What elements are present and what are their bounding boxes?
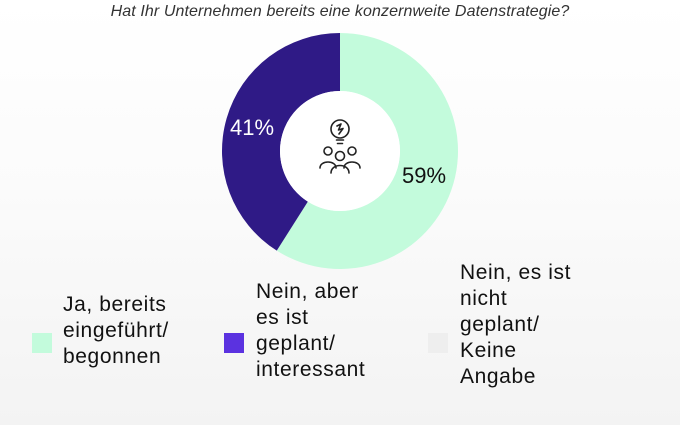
legend-line: Nein, es ist: [460, 261, 572, 284]
team-lightbulb-icon: [319, 119, 361, 174]
chart-title: Hat Ihr Unternehmen bereits eine konzern…: [110, 3, 570, 20]
legend-line: Nein, aber: [256, 280, 359, 303]
legend-line: Angabe: [460, 365, 537, 388]
legend-line: Keine: [460, 339, 517, 362]
legend-line: eingeführt/: [63, 319, 169, 342]
legend-line: Ja, bereits: [63, 293, 167, 316]
legend-line: interessant: [256, 358, 366, 381]
legend-line: es ist: [256, 306, 309, 329]
donut-slices: [221, 32, 458, 269]
legend-line: begonnen: [63, 345, 162, 368]
legend-swatch-ja: [32, 333, 52, 353]
data-label-nein-geplant: 41%: [230, 115, 274, 140]
slice-ja: [276, 33, 458, 269]
slice-nein-geplant: [221, 32, 340, 251]
legend-label-nein-geplant: Nein, aber es ist geplant/ interessant: [256, 279, 365, 383]
legend-label-nein-nicht-geplant: Nein, es ist nicht geplant/ Keine Angabe: [460, 260, 571, 390]
data-label-ja: 59%: [402, 163, 446, 188]
legend-swatch-nein-nicht-geplant: [428, 333, 448, 353]
legend-label-ja: Ja, bereits eingeführt/ begonnen: [63, 292, 169, 370]
legend-line: nicht: [460, 287, 508, 310]
legend-swatch-nein-geplant: [224, 333, 244, 353]
legend-line: geplant/: [460, 313, 540, 336]
legend-line: geplant/: [256, 332, 336, 355]
